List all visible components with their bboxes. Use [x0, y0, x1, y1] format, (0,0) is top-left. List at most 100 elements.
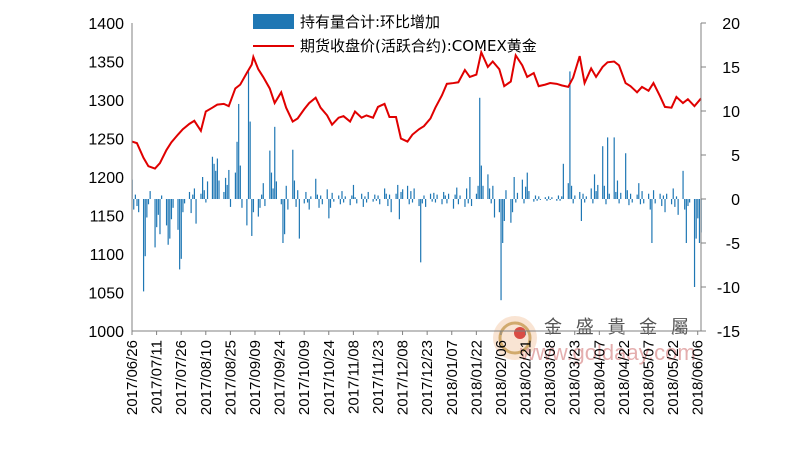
bar	[452, 199, 455, 209]
bar	[202, 177, 204, 199]
bar	[138, 199, 140, 213]
bar	[574, 195, 576, 199]
bar	[503, 199, 505, 221]
x-tick-label: 2017/12/23	[419, 340, 436, 415]
bar	[170, 199, 173, 220]
bar	[328, 199, 330, 219]
bar	[247, 71, 250, 199]
bar	[388, 194, 391, 199]
bar	[595, 191, 597, 199]
bar	[262, 183, 264, 199]
bar	[264, 199, 266, 207]
left-tick-label: 1050	[88, 286, 124, 303]
bar	[475, 193, 478, 199]
bar	[659, 193, 661, 199]
bar	[620, 192, 622, 199]
bar	[602, 146, 604, 199]
bar	[298, 199, 300, 239]
bar	[698, 199, 701, 243]
x-tick-label: 2018/03/23	[567, 340, 584, 415]
bar	[159, 199, 161, 235]
bar	[539, 199, 541, 200]
x-tick-label: 2018/05/07	[641, 340, 658, 415]
bar	[246, 199, 248, 226]
bar	[213, 163, 215, 199]
bar	[310, 196, 312, 199]
bar	[618, 199, 620, 204]
bar	[672, 188, 674, 199]
bar	[551, 197, 553, 199]
bar	[429, 193, 432, 199]
bar	[538, 196, 540, 199]
bar	[192, 194, 194, 199]
bar	[134, 194, 136, 199]
bar	[375, 199, 378, 201]
bar	[269, 150, 271, 199]
x-tick-label: 2018/02/21	[518, 340, 535, 415]
bar	[487, 174, 489, 199]
bar	[493, 199, 496, 218]
bar	[579, 191, 581, 199]
bar	[572, 199, 574, 204]
bar	[293, 180, 296, 199]
bar	[590, 188, 592, 199]
bar	[470, 199, 473, 207]
bar	[216, 158, 218, 199]
bar	[156, 199, 158, 228]
bar	[295, 199, 297, 207]
left-tick-label: 1200	[88, 170, 124, 187]
bar	[567, 183, 569, 199]
bar	[641, 191, 643, 199]
bar	[365, 199, 368, 203]
bar	[165, 199, 168, 226]
bar	[387, 199, 389, 207]
bar	[528, 191, 530, 199]
bar	[674, 199, 676, 207]
x-tick-label: 2017/09/24	[272, 340, 289, 415]
bar	[384, 188, 386, 199]
bar	[648, 193, 650, 199]
bar	[464, 199, 466, 207]
bar	[697, 199, 699, 219]
bar	[625, 153, 627, 199]
bar	[339, 199, 341, 205]
bar	[362, 199, 364, 207]
bar	[615, 191, 617, 199]
bar	[477, 185, 479, 199]
bar	[261, 194, 263, 199]
bar	[420, 199, 422, 263]
bar	[695, 199, 697, 239]
bar	[320, 195, 322, 199]
bar	[480, 165, 482, 199]
bar	[398, 199, 400, 220]
bar	[675, 196, 678, 199]
bar	[410, 191, 412, 199]
bar	[651, 199, 653, 243]
bar	[654, 199, 656, 204]
bar	[318, 199, 320, 208]
bar	[536, 199, 538, 201]
bar	[592, 199, 594, 204]
watermark-logo	[493, 316, 537, 360]
bar	[459, 195, 461, 199]
bar	[411, 199, 414, 203]
bar	[236, 141, 238, 199]
watermark-text: 金 盛 貴 金 屬	[544, 317, 693, 338]
bar	[400, 191, 402, 199]
bar	[605, 199, 607, 205]
x-tick-label: 2017/11/08	[345, 340, 362, 414]
bar	[628, 199, 630, 206]
bar	[297, 190, 299, 199]
bar	[454, 194, 456, 199]
bar	[556, 199, 558, 201]
bar	[272, 188, 274, 199]
bar	[443, 191, 445, 199]
bar	[142, 199, 145, 292]
bar	[341, 191, 343, 199]
bar	[490, 199, 492, 204]
bar	[238, 103, 240, 199]
bar	[421, 199, 423, 204]
bar	[285, 185, 287, 199]
bar	[344, 196, 346, 199]
